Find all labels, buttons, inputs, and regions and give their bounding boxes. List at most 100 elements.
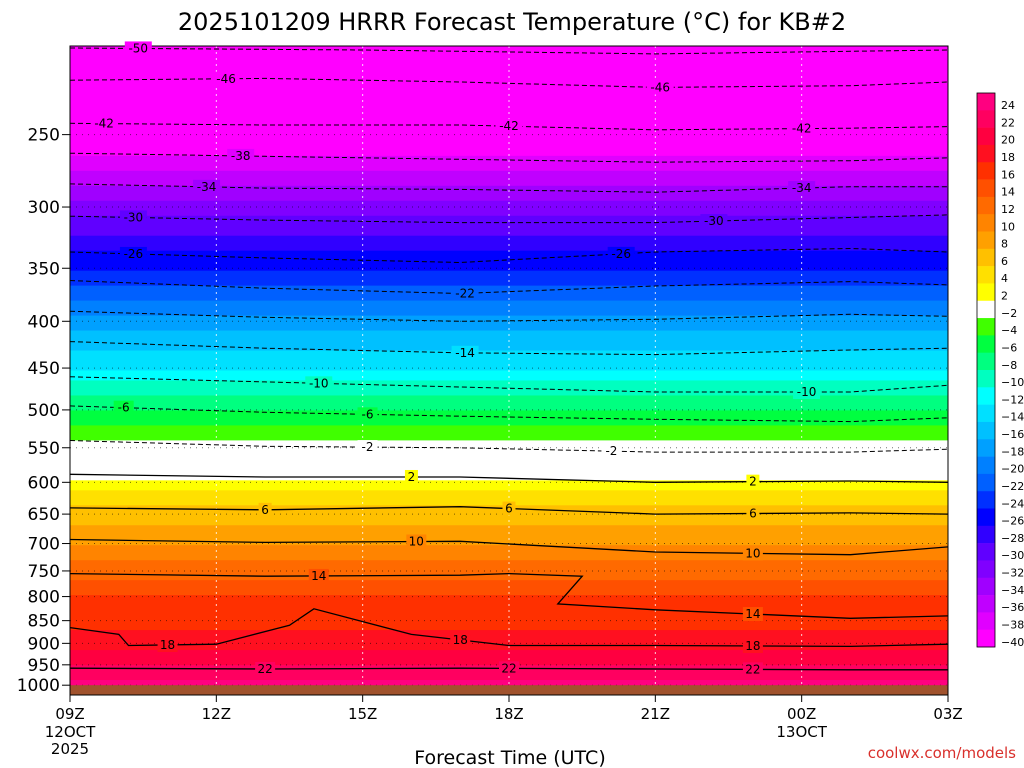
y-tick-label: 450: [28, 359, 60, 379]
colorbar-frame: [976, 92, 996, 648]
contour-label: -42: [792, 122, 812, 136]
y-tick-label: 650: [28, 505, 60, 525]
source-credit[interactable]: coolwx.com/models: [868, 744, 1016, 762]
contour-label: -26: [611, 247, 631, 261]
colorbar-swatch: [977, 543, 995, 561]
contour-line: [70, 506, 948, 515]
colorbar-tick-label: −4: [1001, 324, 1017, 337]
temperature-band: [70, 515, 948, 521]
contour-line: [70, 122, 948, 131]
contour-label: -10: [309, 376, 329, 390]
temperature-band: [70, 330, 948, 337]
temperature-band: [70, 405, 948, 412]
colorbar-swatch: [977, 595, 995, 613]
contour-line: [70, 310, 948, 322]
temperature-band: [70, 425, 948, 432]
contour-line: [70, 405, 948, 423]
colorbar-tick-label: −26: [1001, 515, 1024, 528]
contour-label: -6: [362, 407, 374, 421]
colorbar-swatch: [977, 525, 995, 544]
temperature-band: [70, 395, 948, 402]
temperature-band: [70, 400, 948, 407]
temperature-band: [70, 605, 948, 611]
contour-label-bg: [499, 661, 519, 676]
contour-label-bg: [742, 607, 763, 622]
colorbar-tick-label: 8: [1001, 238, 1008, 251]
contour-label-bg: [227, 148, 255, 163]
colorbar-tick-label: −28: [1001, 532, 1024, 545]
y-tick-label: 400: [28, 312, 60, 332]
temperature-band: [70, 565, 948, 571]
temperature-band: [70, 435, 948, 441]
contour-label-bg: [119, 210, 147, 225]
colorbar-tick-label: 16: [1001, 168, 1015, 181]
temperature-band: [70, 275, 948, 282]
temperature-band: [70, 185, 948, 192]
contour-line: [70, 473, 948, 483]
x-tick-label: 15Z: [348, 705, 377, 723]
contour-label-bg: [607, 246, 635, 261]
colorbar-swatch: [977, 404, 995, 423]
contour-label-bg: [601, 444, 622, 459]
colorbar-tick-label: 22: [1001, 116, 1015, 129]
colorbar-tick-label: 10: [1001, 220, 1015, 233]
temperature-band: [70, 280, 948, 287]
contour-label: -26: [124, 247, 144, 261]
colorbar-swatch: [977, 352, 995, 371]
temperature-band: [70, 130, 948, 137]
temperature-band: [70, 65, 948, 72]
temperature-band: [70, 490, 948, 496]
contour-line: [70, 538, 948, 556]
contour-label-bg: [124, 41, 152, 56]
colorbar-tick-label: −22: [1001, 480, 1024, 493]
colorbar-swatch: [977, 456, 995, 475]
x-tick-label: 00Z: [787, 705, 816, 723]
contour-label-bg: [357, 407, 378, 422]
colorbar-swatch: [977, 214, 995, 232]
colorbar-tick-label: −32: [1001, 567, 1024, 580]
y-tick-label: 850: [28, 612, 60, 632]
contour-label: 6: [749, 506, 757, 520]
temperature-band: [70, 540, 948, 546]
y-tick-label: 1000: [17, 676, 60, 696]
contour-label: 22: [257, 662, 272, 676]
contour-label-bg: [742, 546, 763, 561]
contour-label-bg: [746, 474, 760, 489]
colorbar-swatch: [977, 577, 995, 596]
contour-lines: [70, 47, 948, 671]
contour-label: -30: [124, 210, 144, 224]
contour-label: -2: [362, 440, 374, 454]
contour-label-bg: [406, 534, 427, 549]
contour-line: [70, 572, 948, 619]
contour-label: 2: [408, 470, 416, 484]
temperature-band: [70, 310, 948, 317]
colorbar-tick-label: −12: [1001, 393, 1024, 406]
temperature-band: [70, 250, 948, 257]
contour-label: -6: [118, 401, 130, 415]
colorbar-swatch: [977, 439, 995, 457]
contour-label: -2: [605, 444, 617, 458]
contour-label-bg: [212, 71, 240, 86]
y-tick-label: 350: [28, 259, 60, 279]
colorbar-tick-label: 14: [1001, 186, 1015, 199]
contour-label: -22: [455, 286, 475, 300]
contour-label: -14: [455, 346, 475, 360]
temperature-band: [70, 525, 948, 531]
colorbar-swatch: [977, 248, 995, 267]
colorbar-swatch: [977, 110, 995, 128]
colorbar-swatch: [977, 318, 995, 336]
temperature-band: [70, 580, 948, 586]
contour-label: -42: [94, 117, 114, 131]
colorbar-tick-label: 12: [1001, 203, 1015, 216]
contour-label: 22: [745, 662, 760, 676]
colorbar-swatch: [977, 300, 995, 319]
colorbar: 24 22 20 18 16 14 12 10 8 6 4 2 −2 −4 −6 −8 −10 −12 −14 −16…: [976, 92, 1024, 649]
x-tick-label: 09Z: [55, 705, 84, 723]
contour-label-bg: [357, 440, 378, 455]
colorbar-tick-label: −38: [1001, 618, 1024, 631]
y-tick-label: 750: [28, 562, 60, 582]
colorbar-swatch: [977, 491, 995, 509]
temperature-band: [70, 300, 948, 307]
contour-label: 18: [453, 633, 468, 647]
